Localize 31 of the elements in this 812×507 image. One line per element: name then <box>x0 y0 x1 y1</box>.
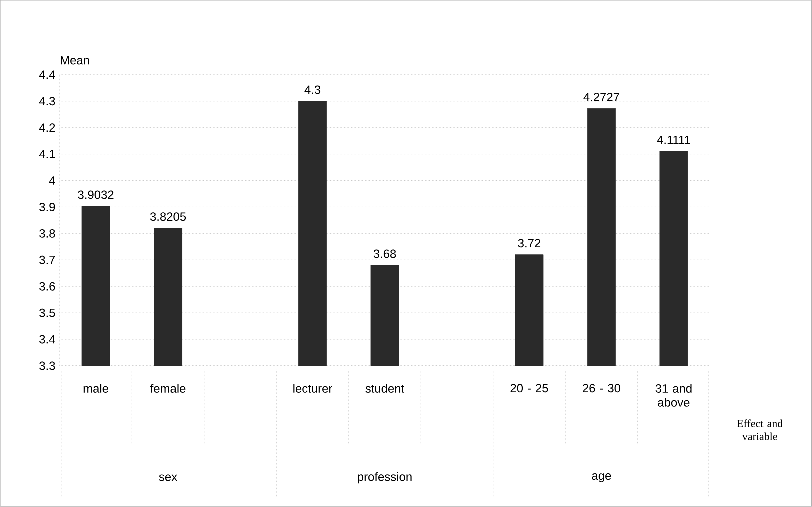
text: sex <box>159 474 178 482</box>
y-tick-label: 3.4 <box>40 335 56 344</box>
y-tick-label: 3.3 <box>40 362 56 370</box>
data-label: 3.9032 <box>78 190 114 200</box>
data-label: 3.68 <box>374 250 396 258</box>
x-tick-label: student <box>366 384 405 393</box>
y-tick-label: 3.5 <box>40 308 56 318</box>
x-tick-label: male <box>84 384 108 393</box>
y-axis-title: Mean <box>61 56 90 65</box>
data-label: 3.8205 <box>150 212 186 222</box>
y-tick-label: 4.2 <box>39 124 56 132</box>
y-tick-label: 4.3 <box>39 97 56 106</box>
y-tick-label: 4 <box>49 176 56 185</box>
x-tick-label: 31 and above <box>656 384 692 407</box>
y-tick-label: 4.4 <box>39 70 56 80</box>
x-tick-label: lecturer <box>294 384 332 393</box>
text: age <box>592 474 612 483</box>
data-label: 4.2727 <box>584 93 620 102</box>
y-tick-label: 3.8 <box>40 229 56 238</box>
x-axis-title: Effect and variable <box>737 420 783 440</box>
y-tick-label: 3.9 <box>40 203 56 212</box>
data-label: 3.72 <box>518 239 541 248</box>
x-tick-label: 26 - 30 <box>583 384 621 393</box>
x-tick-label: 20 - 25 <box>510 384 548 393</box>
y-tick-label: 3.7 <box>40 256 56 264</box>
y-tick-label: 4.1 <box>39 150 56 158</box>
data-label: 4.3 <box>304 86 321 94</box>
data-label: 4.1111 <box>657 136 690 144</box>
text: profession <box>358 472 412 484</box>
y-tick-label: 3.6 <box>40 282 56 291</box>
x-tick-label: female <box>150 384 186 393</box>
